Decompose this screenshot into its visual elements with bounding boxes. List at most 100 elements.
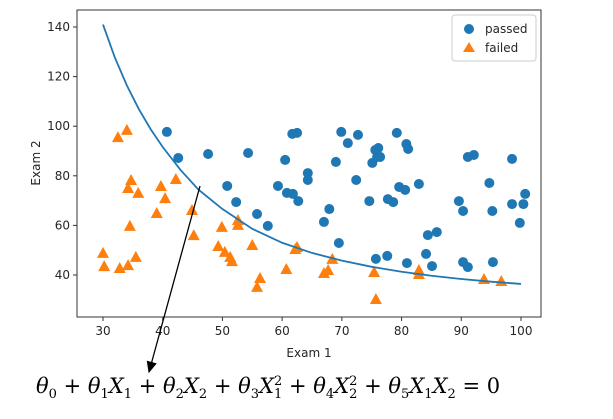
- failed-point: [169, 173, 182, 185]
- eq-var: X: [334, 374, 350, 398]
- eq-sub: 2: [447, 387, 456, 403]
- passed-point: [333, 238, 344, 249]
- failed-point: [122, 259, 135, 271]
- passed-point: [507, 153, 518, 164]
- passed-point: [388, 197, 399, 208]
- eq-sub: 2: [175, 387, 184, 403]
- x-tick-label: 70: [334, 324, 349, 338]
- passed-point: [364, 196, 375, 207]
- passed-point: [514, 217, 525, 228]
- eq-sub: 1: [123, 387, 133, 403]
- passed-point: [243, 147, 254, 158]
- eq-theta: θ: [313, 374, 326, 398]
- legend-passed-marker: [464, 24, 474, 34]
- eq-sub: 2: [349, 386, 358, 402]
- passed-point: [293, 196, 304, 207]
- eq-op: +: [132, 374, 164, 398]
- failed-point: [187, 229, 200, 241]
- passed-point: [413, 178, 424, 189]
- passed-point: [487, 257, 498, 268]
- passed-point: [262, 220, 273, 231]
- passed-point: [318, 216, 329, 227]
- failed-point: [369, 293, 382, 305]
- failed-point: [280, 263, 293, 275]
- failed-point: [111, 131, 124, 143]
- x-tick-label: 50: [215, 324, 230, 338]
- passed-point: [507, 199, 518, 210]
- eq-var: X: [183, 374, 199, 398]
- x-tick-label: 80: [394, 324, 409, 338]
- failed-point: [251, 280, 264, 292]
- failed-point: [317, 267, 330, 279]
- eq-var: X: [432, 374, 448, 398]
- failed-point: [123, 219, 136, 231]
- y-tick-label: 40: [55, 268, 70, 282]
- passed-point: [330, 156, 341, 167]
- eq-var: X: [409, 374, 425, 398]
- failed-point: [98, 260, 111, 272]
- passed-point: [280, 154, 291, 165]
- passed-point: [373, 143, 384, 154]
- x-tick-label: 40: [155, 324, 170, 338]
- passed-point: [427, 261, 438, 272]
- y-tick-label: 120: [47, 70, 70, 84]
- passed-point: [302, 175, 313, 186]
- legend-passed-label: passed: [485, 22, 527, 36]
- eq-sub: 2: [198, 387, 208, 403]
- failed-point: [154, 179, 167, 191]
- legend-failed-label: failed: [485, 41, 518, 55]
- passed-point: [375, 151, 386, 162]
- passed-point: [222, 180, 233, 191]
- passed-point: [453, 196, 464, 207]
- passed-point: [173, 152, 184, 163]
- passed-point: [336, 126, 347, 137]
- failed-point: [368, 266, 381, 278]
- eq-sup: 2: [274, 373, 283, 389]
- failed-point: [120, 123, 133, 135]
- y-tick-label: 140: [47, 20, 70, 34]
- failed-point: [225, 255, 238, 267]
- y-tick-label: 80: [55, 169, 70, 183]
- passed-point: [352, 129, 363, 140]
- x-tick-label: 90: [454, 324, 469, 338]
- eq-var: X: [259, 374, 275, 398]
- passed-point: [520, 188, 531, 199]
- failed-point: [113, 262, 126, 274]
- legend: passed failed: [451, 14, 537, 62]
- passed-point: [367, 157, 378, 168]
- passed-point: [431, 227, 442, 238]
- eq-sub: 0: [48, 387, 57, 403]
- failed-point: [132, 186, 145, 198]
- passed-point: [351, 175, 362, 186]
- annotation-arrow: [146, 185, 201, 374]
- decision-boundary-equation: θ0 + θ1X1 + θ2X2 + θ3X 2 1 + θ4X 2 2 + θ5X1X…: [36, 374, 606, 402]
- failed-point: [254, 271, 267, 283]
- failed-point: [159, 192, 172, 204]
- passed-point: [324, 204, 335, 215]
- passed-point: [287, 188, 298, 199]
- failed-point: [97, 246, 109, 258]
- failed-point: [185, 204, 198, 216]
- passed-point: [342, 138, 353, 149]
- passed-point: [400, 184, 411, 195]
- eq-op: +: [56, 374, 88, 398]
- passed-point: [421, 248, 432, 259]
- eq-sub: 1: [424, 387, 433, 403]
- passed-point: [292, 127, 303, 138]
- passed-point: [403, 144, 414, 155]
- passed-point: [203, 148, 214, 159]
- passed-point: [484, 177, 495, 188]
- passed-point: [468, 149, 479, 160]
- passed-point: [458, 206, 469, 217]
- eq-theta: θ: [238, 374, 251, 398]
- eq-sub: 1: [274, 386, 283, 402]
- failed-point: [218, 245, 231, 257]
- failed-point: [129, 250, 142, 262]
- passed-point: [252, 208, 263, 219]
- passed-point: [382, 250, 393, 261]
- failed-point: [212, 239, 225, 251]
- x-axis-label: Exam 1: [286, 346, 331, 360]
- failed-point: [122, 181, 135, 193]
- failed-point: [150, 207, 163, 218]
